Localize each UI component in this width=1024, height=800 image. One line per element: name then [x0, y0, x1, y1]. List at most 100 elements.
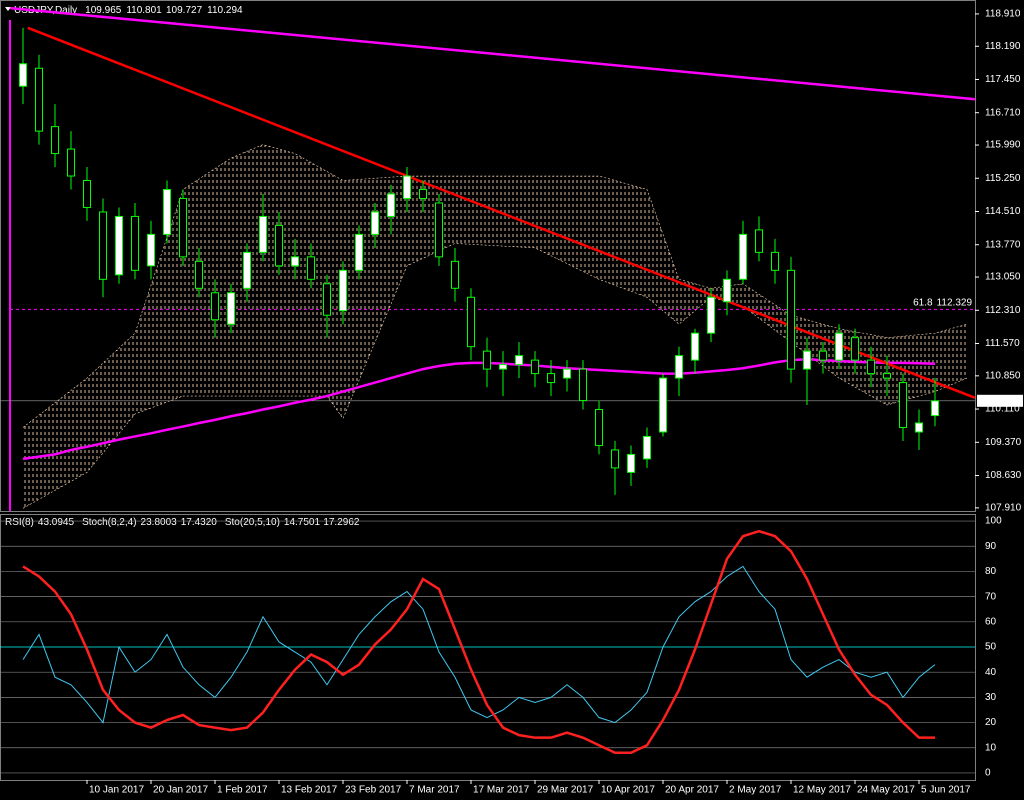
- candle-body: [67, 148, 75, 177]
- oscillator-line: [22, 529, 935, 755]
- candle-body: [115, 215, 123, 276]
- trendline: [27, 26, 976, 400]
- x-tick-label: 7 Mar 2017: [409, 785, 460, 796]
- legend-value: 14.7501: [284, 517, 321, 528]
- y-tick-label: 100: [985, 516, 1002, 527]
- y-tick-label: 112.310: [985, 305, 1021, 316]
- y-tick-label: 0: [985, 768, 991, 779]
- y-tick-label: 70: [985, 591, 997, 602]
- legend-name: Sto(20,5,10): [225, 517, 280, 528]
- x-tick-label: 2 May 2017: [729, 785, 782, 796]
- candle-body: [627, 453, 635, 473]
- candle-body: [435, 202, 443, 258]
- candle-body: [531, 359, 539, 375]
- candle-body: [355, 233, 363, 271]
- candle-body: [275, 224, 283, 267]
- y-tick-label: 115.250: [985, 173, 1021, 184]
- candle-body: [835, 332, 843, 361]
- y-tick-label: 60: [985, 616, 997, 627]
- candle-body: [179, 197, 187, 258]
- candle-body: [915, 422, 923, 433]
- legend-value: 23.8003: [141, 517, 178, 528]
- candle-body: [611, 449, 619, 469]
- x-tick-label: 13 Feb 2017: [281, 785, 338, 796]
- close: 110.294: [207, 5, 243, 16]
- candle-body: [739, 233, 747, 280]
- candle-body: [467, 296, 475, 348]
- menu-arrow[interactable]: [5, 7, 11, 11]
- y-tick-label: 118.910: [985, 9, 1021, 20]
- fibo-label: 61.8 112.329: [913, 297, 972, 308]
- x-tick-label: 20 Jan 2017: [153, 785, 208, 796]
- candle-body: [771, 251, 779, 271]
- legend-value: 17.4320: [181, 517, 218, 528]
- candle-body: [675, 355, 683, 379]
- y-tick-label: 40: [985, 667, 997, 678]
- y-tick-label: 20: [985, 717, 997, 728]
- candle-body: [259, 215, 267, 253]
- price-panel-frame: [0, 0, 976, 512]
- oscillator-legend: RSI(8) 43.0945 Stoch(8,2,4) 23.8003 17.4320 S…: [5, 517, 360, 528]
- symbol: USDJPY,Daily: [14, 5, 77, 16]
- y-tick-label: 118.190: [985, 41, 1021, 52]
- y-tick-label: 113.770: [985, 239, 1021, 250]
- candle-body: [563, 368, 571, 379]
- legend-name: RSI(8): [5, 517, 34, 528]
- candle-body: [451, 260, 459, 289]
- open: 109.965: [85, 5, 122, 16]
- candle-body: [643, 435, 651, 460]
- x-tick-label: 10 Apr 2017: [601, 785, 655, 796]
- candle-body: [99, 211, 107, 280]
- candle-body: [51, 126, 59, 155]
- candle-body: [723, 278, 731, 303]
- y-tick-label: 10: [985, 742, 997, 753]
- candle-body: [211, 292, 219, 321]
- fibo-price: 112.329: [937, 297, 973, 308]
- candle-body: [515, 355, 523, 366]
- candle-body: [371, 211, 379, 235]
- candle-body: [131, 215, 139, 271]
- x-tick-label: 10 Jan 2017: [89, 785, 144, 796]
- candle-body: [35, 67, 43, 132]
- candle-body: [307, 256, 315, 280]
- y-tick-label: 108.630: [985, 470, 1022, 481]
- fibo-ratio: 61.8: [913, 297, 933, 308]
- candle-body: [227, 292, 235, 325]
- oscillator-line: [22, 565, 936, 724]
- candle-body: [147, 233, 155, 267]
- y-tick-label: 113.050: [985, 272, 1021, 283]
- legend-name: Stoch(8,2,4): [82, 517, 136, 528]
- x-tick-label: 23 Feb 2017: [345, 785, 402, 796]
- candle-body: [547, 373, 555, 384]
- y-tick-label: 110.850: [985, 370, 1021, 381]
- y-tick-label: 111.570: [985, 338, 1020, 349]
- x-tick-label: 29 Mar 2017: [537, 785, 594, 796]
- candle-body: [899, 382, 907, 428]
- candle-body: [83, 180, 91, 208]
- legend-value: 17.2962: [323, 517, 360, 528]
- moving-average: [22, 357, 936, 461]
- x-tick-label: 12 May 2017: [793, 785, 851, 796]
- candle-body: [659, 377, 667, 433]
- candle-body: [819, 350, 827, 361]
- candle-body: [803, 350, 811, 370]
- y-tick-label: 109.370: [985, 437, 1022, 448]
- y-tick-label: 117.450: [985, 74, 1021, 85]
- candle-body: [851, 337, 859, 361]
- x-tick-label: 24 May 2017: [857, 785, 915, 796]
- candle-body: [707, 296, 715, 334]
- y-tick-label: 107.910: [985, 502, 1022, 513]
- oscillator-panel-frame: [0, 514, 976, 781]
- candle-body: [755, 229, 763, 253]
- low: 109.727: [166, 5, 203, 16]
- y-tick-label: 90: [985, 541, 997, 552]
- candle-body: [387, 193, 395, 217]
- candle-body: [291, 256, 299, 267]
- candle-body: [579, 368, 587, 402]
- candle-body: [195, 260, 203, 289]
- candle-body: [403, 175, 411, 199]
- trendline: [10, 6, 976, 101]
- candle-body: [691, 332, 699, 361]
